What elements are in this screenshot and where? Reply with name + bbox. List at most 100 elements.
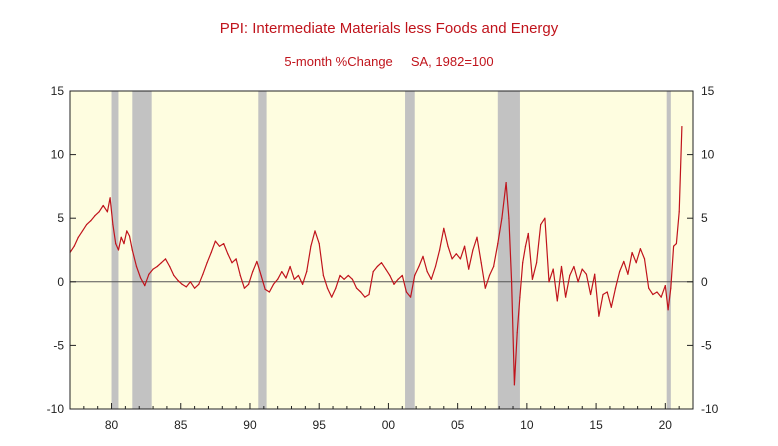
- series-line: [69, 126, 683, 386]
- data-point: [635, 262, 637, 264]
- data-point: [169, 265, 171, 268]
- y-tick-label: -10: [47, 402, 65, 416]
- data-point: [619, 271, 621, 273]
- data-point: [343, 278, 345, 280]
- data-point: [368, 293, 370, 296]
- data-point: [443, 227, 445, 229]
- data-point: [156, 265, 158, 268]
- data-point: [673, 245, 675, 247]
- data-point: [681, 126, 683, 128]
- data-point: [112, 223, 114, 226]
- y-axis-right: 15 10 5 0 -5 -10: [687, 84, 719, 416]
- data-point: [135, 265, 138, 268]
- data-point: [430, 278, 432, 280]
- data-point: [120, 236, 122, 238]
- data-point: [268, 291, 270, 293]
- data-point: [314, 230, 316, 232]
- data-point: [497, 243, 499, 245]
- y-tick-label: 10: [701, 148, 715, 162]
- data-point: [106, 211, 108, 213]
- data-point: [148, 273, 150, 275]
- data-point: [164, 258, 167, 260]
- data-point: [524, 245, 527, 247]
- data-point: [347, 274, 349, 277]
- data-point: [115, 243, 117, 245]
- data-point: [670, 287, 672, 289]
- y-tick-label: -5: [701, 338, 712, 352]
- data-point: [256, 260, 258, 263]
- data-point: [301, 283, 304, 285]
- data-point: [140, 277, 142, 279]
- data-point: [252, 271, 254, 273]
- x-tick-label: 85: [174, 418, 188, 432]
- data-point: [210, 251, 212, 254]
- plot-area: [70, 91, 693, 409]
- data-point: [527, 232, 529, 235]
- data-point: [565, 296, 567, 298]
- x-tick-label: 05: [451, 418, 465, 432]
- data-point: [664, 285, 666, 287]
- chart-title: PPI: Intermediate Materials less Foods a…: [219, 20, 559, 37]
- data-point: [468, 268, 470, 270]
- data-point: [293, 278, 295, 280]
- data-point: [519, 296, 521, 298]
- data-point: [472, 249, 474, 251]
- y-tick-label: 15: [51, 84, 65, 98]
- data-point: [289, 265, 291, 268]
- data-point: [277, 278, 279, 280]
- data-point: [109, 197, 111, 199]
- data-point: [667, 309, 669, 311]
- data-point: [297, 274, 300, 277]
- data-point: [285, 277, 287, 279]
- data-point: [627, 273, 629, 275]
- y-tick-label: 15: [701, 84, 715, 98]
- recession-band: [111, 91, 119, 409]
- data-point: [185, 286, 187, 288]
- data-point: [128, 235, 131, 237]
- x-tick-label: 10: [520, 418, 534, 432]
- data-point: [434, 265, 437, 268]
- data-point: [660, 296, 662, 298]
- data-point: [480, 262, 482, 264]
- data-point: [173, 274, 175, 277]
- data-point: [447, 245, 449, 247]
- data-point: [214, 240, 216, 242]
- data-point: [393, 283, 395, 285]
- y-tick-label: 10: [51, 148, 65, 162]
- data-point: [548, 281, 550, 283]
- data-point: [508, 217, 510, 219]
- data-point: [376, 265, 378, 268]
- data-point: [389, 274, 391, 277]
- data-point: [331, 296, 333, 298]
- data-point: [90, 220, 92, 222]
- data-point: [235, 258, 237, 260]
- data-point: [218, 245, 221, 247]
- data-point: [531, 278, 534, 280]
- recession-band: [258, 91, 267, 409]
- data-point: [451, 258, 453, 260]
- x-tick-label: 15: [589, 418, 603, 432]
- recession-band: [132, 91, 152, 409]
- plot-border: [69, 90, 694, 410]
- data-point: [98, 211, 100, 213]
- data-point: [102, 204, 104, 207]
- data-point: [418, 265, 420, 268]
- data-point: [511, 281, 513, 283]
- data-point: [652, 293, 654, 296]
- data-point: [339, 274, 341, 277]
- data-point: [131, 249, 133, 251]
- data-point: [623, 260, 625, 263]
- data-point: [476, 236, 478, 238]
- data-point: [648, 287, 650, 289]
- data-point: [73, 245, 75, 247]
- series-layer: [69, 126, 683, 386]
- y-tick-label: 5: [57, 211, 64, 225]
- data-point: [573, 265, 575, 268]
- data-point: [560, 265, 563, 268]
- data-point: [556, 300, 558, 302]
- x-tick-label: 95: [313, 418, 327, 432]
- data-point: [94, 215, 96, 217]
- x-axis: 80 85 90 95 00 05 10 15 20: [69, 403, 694, 432]
- x-tick-label: 80: [105, 418, 119, 432]
